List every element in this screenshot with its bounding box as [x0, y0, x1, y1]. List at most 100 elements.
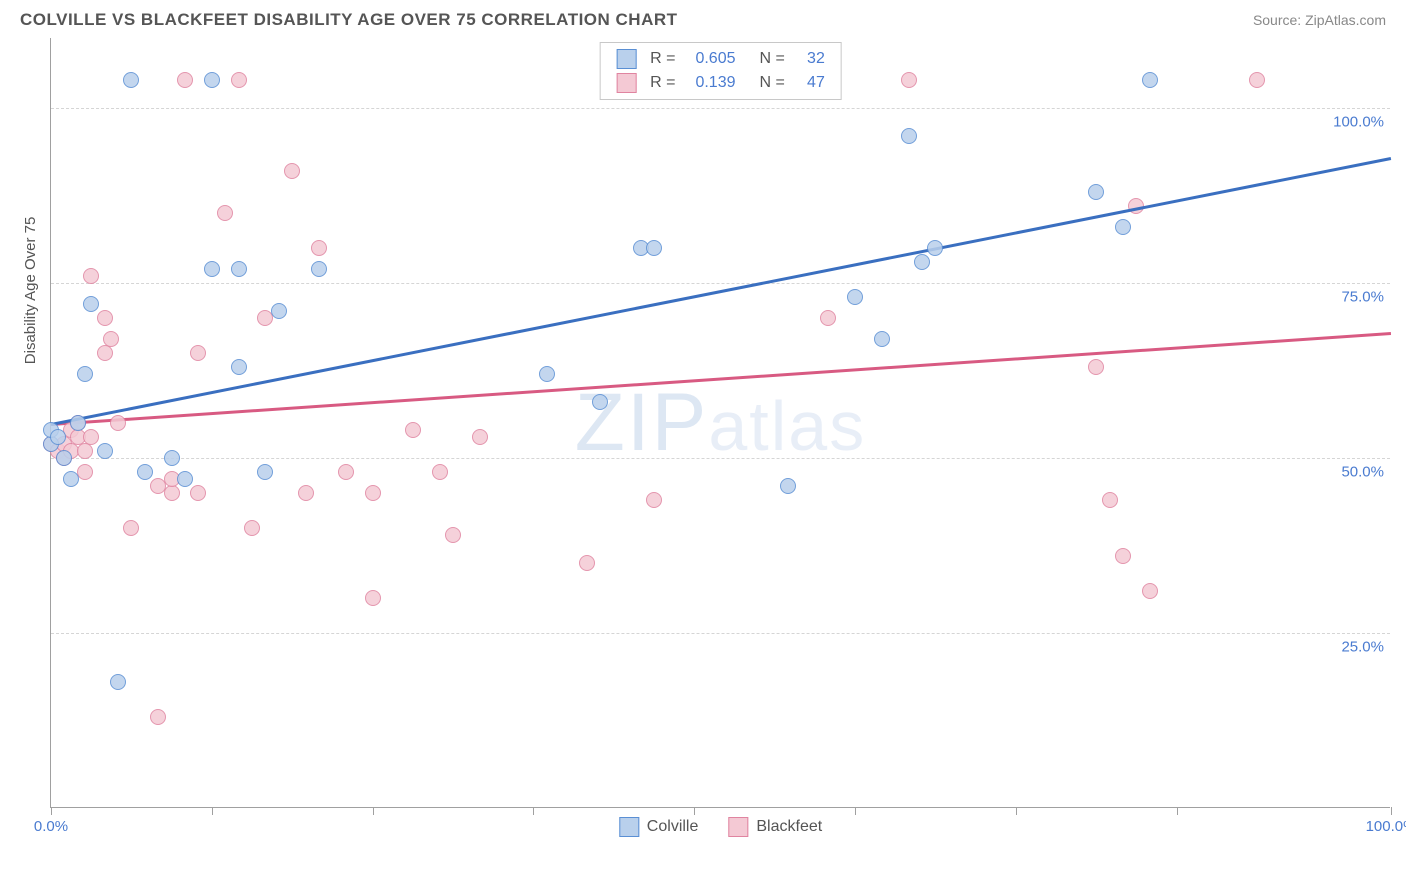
gridline: [51, 633, 1390, 634]
data-point: [103, 331, 119, 347]
data-point: [110, 415, 126, 431]
y-tick-label: 100.0%: [1333, 114, 1384, 131]
stats-legend: R =0.605N =32R =0.139N =47: [599, 42, 842, 100]
data-point: [231, 72, 247, 88]
data-point: [365, 590, 381, 606]
data-point: [820, 310, 836, 326]
stat-label-n: N =: [760, 50, 785, 68]
data-point: [217, 205, 233, 221]
series-legend: ColvilleBlackfeet: [619, 817, 822, 837]
data-point: [77, 366, 93, 382]
data-point: [1142, 583, 1158, 599]
x-tick: [373, 807, 374, 815]
data-point: [123, 520, 139, 536]
stat-label-n: N =: [760, 74, 785, 92]
data-point: [97, 443, 113, 459]
y-tick-label: 75.0%: [1341, 289, 1384, 306]
x-tick: [1177, 807, 1178, 815]
x-tick: [212, 807, 213, 815]
legend-swatch: [728, 817, 748, 837]
x-tick: [51, 807, 52, 815]
chart-title: COLVILLE VS BLACKFEET DISABILITY AGE OVE…: [20, 10, 678, 30]
data-point: [244, 520, 260, 536]
data-point: [257, 464, 273, 480]
series-legend-item: Blackfeet: [728, 817, 822, 837]
y-tick-label: 25.0%: [1341, 639, 1384, 656]
stats-legend-row: R =0.605N =32: [616, 47, 825, 71]
data-point: [338, 464, 354, 480]
data-point: [901, 72, 917, 88]
data-point: [780, 478, 796, 494]
gridline: [51, 458, 1390, 459]
x-tick: [855, 807, 856, 815]
data-point: [901, 128, 917, 144]
x-tick: [533, 807, 534, 815]
stat-value-r: 0.139: [686, 74, 736, 92]
data-point: [204, 261, 220, 277]
data-point: [164, 450, 180, 466]
chart-header: COLVILLE VS BLACKFEET DISABILITY AGE OVE…: [10, 10, 1396, 38]
x-tick: [1016, 807, 1017, 815]
stat-label-r: R =: [650, 74, 675, 92]
data-point: [472, 429, 488, 445]
data-point: [177, 72, 193, 88]
data-point: [164, 485, 180, 501]
legend-swatch: [619, 817, 639, 837]
data-point: [579, 555, 595, 571]
data-point: [646, 492, 662, 508]
data-point: [204, 72, 220, 88]
data-point: [432, 464, 448, 480]
stat-label-r: R =: [650, 50, 675, 68]
data-point: [137, 464, 153, 480]
data-point: [914, 254, 930, 270]
plot-area: ZIPatlas 25.0%50.0%75.0%100.0%0.0%100.0%…: [50, 38, 1390, 808]
data-point: [70, 415, 86, 431]
x-tick: [694, 807, 695, 815]
data-point: [1088, 359, 1104, 375]
chart-container: Disability Age Over 75 ZIPatlas 25.0% 50.…: [10, 38, 1396, 838]
source-label: Source: ZipAtlas.com: [1253, 12, 1386, 28]
stat-value-n: 47: [795, 74, 825, 92]
y-axis-title: Disability Age Over 75: [22, 217, 39, 365]
data-point: [405, 422, 421, 438]
watermark: ZIPatlas: [575, 376, 866, 470]
data-point: [231, 359, 247, 375]
data-point: [97, 310, 113, 326]
data-point: [1088, 184, 1104, 200]
data-point: [50, 429, 66, 445]
data-point: [1142, 72, 1158, 88]
data-point: [539, 366, 555, 382]
data-point: [592, 394, 608, 410]
gridline: [51, 108, 1390, 109]
x-tick-label: 0.0%: [34, 818, 68, 835]
data-point: [150, 709, 166, 725]
regression-line: [51, 332, 1391, 425]
data-point: [1249, 72, 1265, 88]
stat-value-r: 0.605: [686, 50, 736, 68]
data-point: [284, 163, 300, 179]
data-point: [311, 261, 327, 277]
data-point: [83, 296, 99, 312]
stats-legend-row: R = 0.139 N = 47: [616, 71, 825, 95]
series-name: Blackfeet: [756, 818, 822, 836]
data-point: [365, 485, 381, 501]
y-tick-label: 50.0%: [1341, 464, 1384, 481]
data-point: [311, 240, 327, 256]
data-point: [77, 443, 93, 459]
x-tick-label: 100.0%: [1366, 818, 1406, 835]
data-point: [927, 240, 943, 256]
data-point: [190, 345, 206, 361]
data-point: [110, 674, 126, 690]
data-point: [874, 331, 890, 347]
data-point: [177, 471, 193, 487]
data-point: [83, 268, 99, 284]
data-point: [97, 345, 113, 361]
data-point: [445, 527, 461, 543]
legend-swatch: [616, 73, 636, 93]
gridline: [51, 283, 1390, 284]
x-tick: [1391, 807, 1392, 815]
data-point: [271, 303, 287, 319]
regression-line: [51, 157, 1391, 425]
data-point: [123, 72, 139, 88]
data-point: [231, 261, 247, 277]
